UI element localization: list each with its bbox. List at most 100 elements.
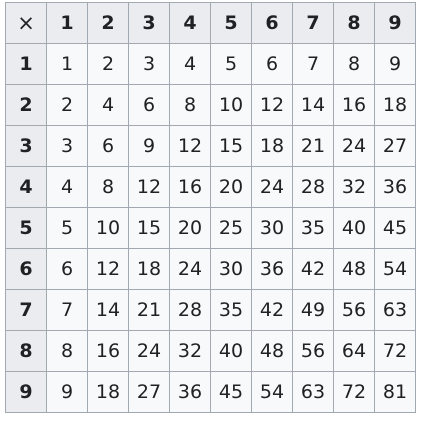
product-cell: 27 xyxy=(128,371,170,413)
row-header: 2 xyxy=(5,84,47,126)
column-header: 5 xyxy=(210,2,252,44)
product-cell: 12 xyxy=(251,84,293,126)
row-header: 4 xyxy=(5,166,47,208)
column-header: 2 xyxy=(87,2,129,44)
row-header: 3 xyxy=(5,125,47,167)
row-header: 9 xyxy=(5,371,47,413)
product-cell: 54 xyxy=(374,248,416,290)
product-cell: 72 xyxy=(374,330,416,372)
row-header: 1 xyxy=(5,43,47,85)
column-header: 8 xyxy=(333,2,375,44)
product-cell: 54 xyxy=(251,371,293,413)
product-cell: 28 xyxy=(169,289,211,331)
product-cell: 6 xyxy=(128,84,170,126)
product-cell: 12 xyxy=(87,248,129,290)
product-cell: 42 xyxy=(292,248,334,290)
product-cell: 10 xyxy=(87,207,129,249)
table-body: 1 1 2 3 4 5 6 7 8 9 2 2 4 6 8 10 12 14 16 18 3 3 6 9 12 15 18 21 24 2… xyxy=(5,43,416,413)
product-cell: 18 xyxy=(251,125,293,167)
product-cell: 16 xyxy=(169,166,211,208)
product-cell: 7 xyxy=(46,289,88,331)
product-cell: 16 xyxy=(333,84,375,126)
product-cell: 35 xyxy=(210,289,252,331)
product-cell: 27 xyxy=(374,125,416,167)
column-header: 7 xyxy=(292,2,334,44)
product-cell: 32 xyxy=(169,330,211,372)
product-cell: 16 xyxy=(87,330,129,372)
product-cell: 24 xyxy=(169,248,211,290)
product-cell: 2 xyxy=(46,84,88,126)
product-cell: 9 xyxy=(128,125,170,167)
row-header: 5 xyxy=(5,207,47,249)
product-cell: 15 xyxy=(210,125,252,167)
product-cell: 45 xyxy=(210,371,252,413)
product-cell: 21 xyxy=(292,125,334,167)
product-cell: 4 xyxy=(87,84,129,126)
product-cell: 56 xyxy=(333,289,375,331)
table-row: 8 8 16 24 32 40 48 56 64 72 xyxy=(5,330,416,372)
product-cell: 5 xyxy=(210,43,252,85)
product-cell: 36 xyxy=(251,248,293,290)
product-cell: 40 xyxy=(210,330,252,372)
table-row: 9 9 18 27 36 45 54 63 72 81 xyxy=(5,371,416,413)
row-header: 6 xyxy=(5,248,47,290)
product-cell: 20 xyxy=(210,166,252,208)
product-cell: 48 xyxy=(333,248,375,290)
product-cell: 25 xyxy=(210,207,252,249)
corner-times-symbol: × xyxy=(5,2,47,44)
product-cell: 12 xyxy=(169,125,211,167)
product-cell: 24 xyxy=(333,125,375,167)
product-cell: 7 xyxy=(292,43,334,85)
column-header: 3 xyxy=(128,2,170,44)
product-cell: 15 xyxy=(128,207,170,249)
product-cell: 9 xyxy=(46,371,88,413)
product-cell: 30 xyxy=(251,207,293,249)
product-cell: 8 xyxy=(169,84,211,126)
column-header: 4 xyxy=(169,2,211,44)
table-row: 2 2 4 6 8 10 12 14 16 18 xyxy=(5,84,416,126)
product-cell: 18 xyxy=(87,371,129,413)
product-cell: 8 xyxy=(46,330,88,372)
product-cell: 5 xyxy=(46,207,88,249)
product-cell: 36 xyxy=(374,166,416,208)
table-row: 3 3 6 9 12 15 18 21 24 27 xyxy=(5,125,416,167)
product-cell: 63 xyxy=(292,371,334,413)
product-cell: 14 xyxy=(87,289,129,331)
product-cell: 12 xyxy=(128,166,170,208)
product-cell: 6 xyxy=(46,248,88,290)
product-cell: 3 xyxy=(46,125,88,167)
product-cell: 36 xyxy=(169,371,211,413)
row-header: 7 xyxy=(5,289,47,331)
product-cell: 30 xyxy=(210,248,252,290)
product-cell: 6 xyxy=(251,43,293,85)
product-cell: 20 xyxy=(169,207,211,249)
product-cell: 48 xyxy=(251,330,293,372)
row-header: 8 xyxy=(5,330,47,372)
product-cell: 2 xyxy=(87,43,129,85)
table-row: 5 5 10 15 20 25 30 35 40 45 xyxy=(5,207,416,249)
product-cell: 63 xyxy=(374,289,416,331)
product-cell: 14 xyxy=(292,84,334,126)
product-cell: 64 xyxy=(333,330,375,372)
product-cell: 6 xyxy=(87,125,129,167)
product-cell: 56 xyxy=(292,330,334,372)
table-row: 7 7 14 21 28 35 42 49 56 63 xyxy=(5,289,416,331)
product-cell: 8 xyxy=(87,166,129,208)
product-cell: 4 xyxy=(46,166,88,208)
product-cell: 40 xyxy=(333,207,375,249)
product-cell: 21 xyxy=(128,289,170,331)
product-cell: 32 xyxy=(333,166,375,208)
product-cell: 28 xyxy=(292,166,334,208)
product-cell: 10 xyxy=(210,84,252,126)
column-header: 1 xyxy=(46,2,88,44)
product-cell: 24 xyxy=(251,166,293,208)
product-cell: 42 xyxy=(251,289,293,331)
product-cell: 49 xyxy=(292,289,334,331)
product-cell: 81 xyxy=(374,371,416,413)
product-cell: 45 xyxy=(374,207,416,249)
